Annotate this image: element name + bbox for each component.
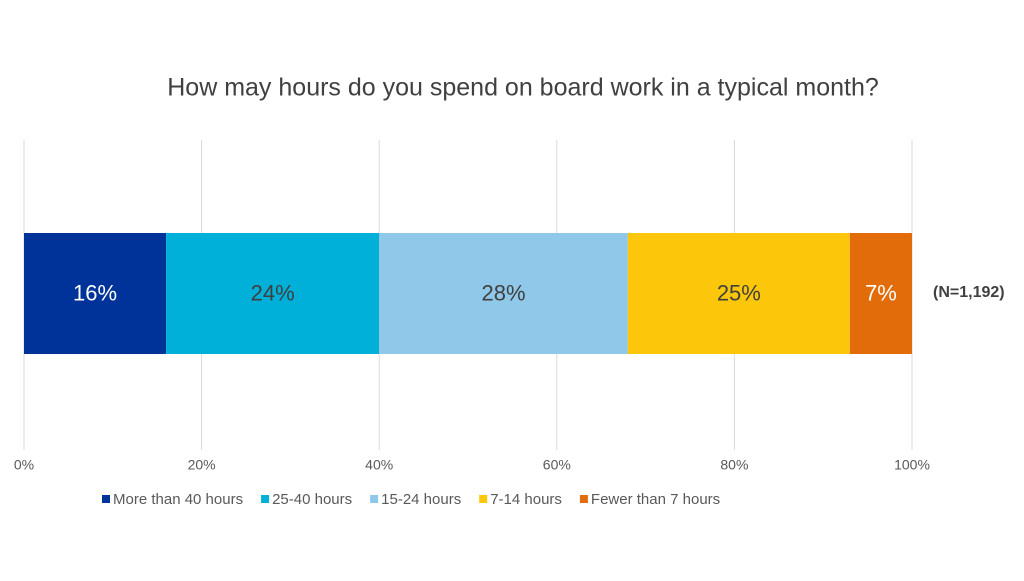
legend-label: More than 40 hours bbox=[113, 491, 243, 508]
value-label: 16% bbox=[73, 280, 117, 305]
x-tick-label: 60% bbox=[543, 457, 571, 473]
legend-label: 7-14 hours bbox=[490, 491, 562, 508]
value-label: 28% bbox=[481, 280, 525, 305]
x-tick-label: 0% bbox=[14, 457, 34, 473]
legend-marker bbox=[261, 495, 270, 503]
bar-segment bbox=[627, 233, 850, 354]
legend-label: 15-24 hours bbox=[381, 491, 461, 508]
bar-segment bbox=[849, 233, 912, 354]
value-label: 24% bbox=[251, 280, 295, 305]
legend-label: Fewer than 7 hours bbox=[591, 491, 720, 508]
legend-marker bbox=[579, 495, 588, 503]
chart-title: How may hours do you spend on board work… bbox=[167, 74, 879, 102]
x-tick-label: 20% bbox=[188, 457, 216, 473]
bar-segment bbox=[379, 233, 628, 354]
x-tick-label: 80% bbox=[720, 457, 748, 473]
bar-segment bbox=[166, 233, 380, 354]
value-label: 7% bbox=[865, 280, 897, 305]
legend-marker bbox=[102, 495, 110, 503]
annotation: (N=1,192) bbox=[933, 284, 1005, 301]
x-tick-label: 100% bbox=[894, 457, 930, 473]
bar-segment bbox=[24, 233, 167, 354]
value-label: 25% bbox=[717, 280, 761, 305]
x-tick-label: 40% bbox=[365, 457, 393, 473]
legend-label: 25-40 hours bbox=[272, 491, 352, 508]
legend-marker bbox=[479, 495, 488, 503]
legend-marker bbox=[370, 495, 379, 503]
